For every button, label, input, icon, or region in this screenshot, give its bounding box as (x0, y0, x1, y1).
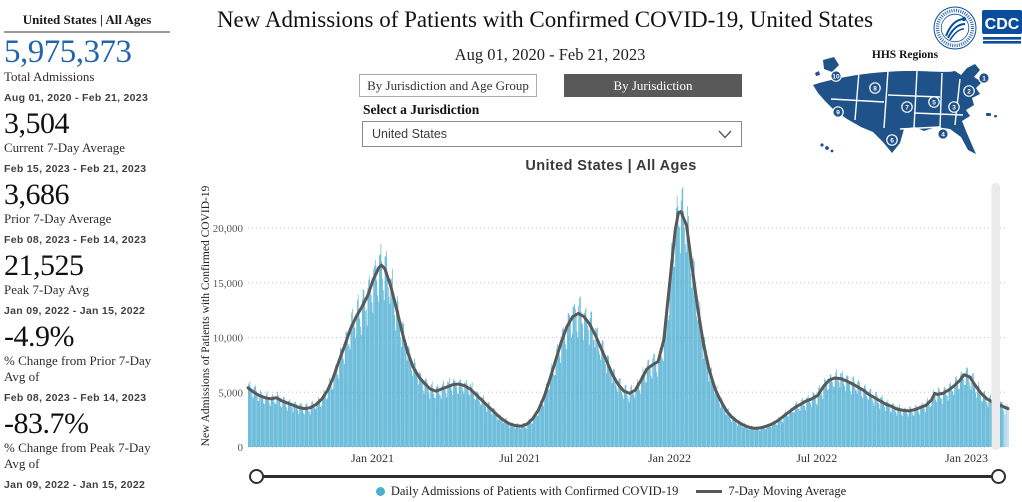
region-2-marker (963, 85, 975, 97)
stat-prior-7day-avg: 3,686 Prior 7-Day Average Feb 08, 2023 -… (4, 178, 170, 247)
moving-average-legend-label: 7-Day Moving Average (728, 484, 847, 498)
svg-text:15,000: 15,000 (213, 278, 244, 290)
region-1-marker (978, 72, 990, 84)
stat-label: Prior 7-Day Average (4, 211, 112, 226)
svg-text:Jan 2023: Jan 2023 (945, 451, 988, 465)
region-5-marker (928, 96, 940, 108)
svg-text:5: 5 (932, 99, 936, 106)
region-3-marker (948, 101, 960, 113)
region-9-marker (832, 106, 844, 118)
hawaii-shape (820, 143, 834, 153)
svg-text:Jul 2021: Jul 2021 (499, 451, 540, 465)
svg-text:New Admissions of Patients wit: New Admissions of Patients with Confirme… (200, 185, 212, 446)
stat-total-admissions: 5,975,373 Total Admissions Aug 01, 2020 … (4, 36, 170, 105)
alaska-shape (815, 57, 839, 76)
jurisdiction-select-label: Select a Jurisdiction (363, 102, 480, 117)
svg-text:8: 8 (873, 85, 877, 92)
cdc-logo: CDC (982, 10, 1022, 44)
tab-by-jurisdiction-and-age-group[interactable]: By Jurisdiction and Age Group (359, 74, 537, 97)
svg-text:5,000: 5,000 (218, 387, 243, 399)
page-title: New Admissions of Patients with Confirme… (216, 7, 874, 32)
time-range-slider[interactable] (200, 463, 1022, 487)
stat-change-from-peak: -83.7% % Change from Peak 7-Day Avg of J… (4, 407, 170, 492)
region-10-marker (830, 70, 842, 82)
chart-title: United States | All Ages (525, 158, 697, 174)
stat-date-range: Aug 01, 2020 - Feb 21, 2023 (4, 92, 149, 104)
stat-value: 21,525 (4, 249, 84, 282)
stat-value: -83.7% (4, 407, 89, 440)
stat-label: % Change from Peak 7-Day Avg of (4, 440, 151, 471)
page-date-range: Aug 01, 2020 - Feb 21, 2023 (454, 45, 646, 64)
svg-text:9: 9 (836, 109, 840, 116)
sidebar-header: United States | All Ages (22, 12, 152, 27)
svg-text:10,000: 10,000 (213, 333, 244, 345)
hhs-regions-title: HHS Regions (871, 49, 939, 61)
admissions-chart-svg: 0 5,000 10,000 15,000 20,000 Jan 2021 Jul 2021… (200, 183, 1010, 465)
svg-text:3: 3 (952, 104, 956, 111)
summary-sidebar: United States | All Ages 5,975,373 Total… (4, 12, 170, 494)
state-borders (830, 70, 964, 130)
stat-date-range: Feb 15, 2023 - Feb 21, 2023 (4, 163, 147, 175)
slider-handle-start[interactable] (249, 469, 264, 484)
region-7-marker (901, 101, 913, 113)
slider-track[interactable] (257, 475, 998, 478)
stat-value: 3,504 (4, 107, 70, 140)
svg-text:4: 4 (941, 131, 945, 138)
stat-label: Current 7-Day Average (4, 140, 126, 155)
svg-text:6: 6 (890, 137, 894, 144)
hhs-logo (933, 6, 977, 50)
svg-text:2: 2 (967, 88, 971, 95)
stat-date-range: Jan 09, 2022 - Jan 15, 2022 (4, 305, 146, 317)
stat-value: -4.9% (4, 320, 74, 353)
stat-date-range: Feb 08, 2023 - Feb 14, 2023 (4, 392, 147, 404)
region-4-marker (937, 128, 949, 140)
moving-average-legend-swatch (696, 490, 723, 493)
stat-label: Total Admissions (4, 69, 95, 84)
stat-current-7day-avg: 3,504 Current 7-Day Average Feb 15, 2023… (4, 107, 170, 176)
stat-label: % Change from Prior 7-Day Avg of (4, 353, 152, 384)
tab-by-jurisdiction[interactable]: By Jurisdiction (564, 74, 742, 97)
svg-text:20,000: 20,000 (213, 223, 244, 235)
chart-legend: Daily Admissions of Patients with Confir… (200, 484, 1022, 499)
region-6-marker (886, 134, 898, 146)
daily-admissions-legend-swatch (375, 487, 385, 496)
region-8-marker (869, 82, 881, 94)
stat-change-from-prior: -4.9% % Change from Prior 7-Day Avg of F… (4, 320, 170, 405)
jurisdiction-dropdown[interactable]: United States (362, 121, 742, 147)
svg-text:1: 1 (982, 75, 986, 82)
chevron-down-icon (718, 130, 732, 138)
stat-value: 5,975,373 (4, 34, 132, 70)
region-markers: 1 2 3 4 5 6 7 8 9 10 (830, 70, 990, 146)
svg-text:10: 10 (832, 73, 840, 80)
islands-shape (986, 113, 997, 118)
svg-text:Jan 2021: Jan 2021 (351, 451, 394, 465)
svg-text:Jul 2022: Jul 2022 (796, 451, 837, 465)
daily-admissions-legend-label: Daily Admissions of Patients with Confir… (390, 484, 679, 498)
cdc-logo-text: CDC (985, 16, 1020, 33)
admissions-chart: 0 5,000 10,000 15,000 20,000 Jan 2021 Jul 2021… (200, 175, 1022, 465)
svg-text:7: 7 (905, 104, 909, 111)
svg-text:Jan 2022: Jan 2022 (648, 451, 691, 465)
stat-peak-7day-avg: 21,525 Peak 7-Day Avg Jan 09, 2022 - Jan… (4, 249, 170, 318)
stat-label: Peak 7-Day Avg (4, 282, 89, 297)
stat-value: 3,686 (4, 178, 70, 211)
us-map-shape (813, 64, 982, 154)
stat-date-range: Jan 09, 2022 - Jan 15, 2022 (4, 479, 146, 491)
slider-handle-end[interactable] (991, 469, 1006, 484)
stat-date-range: Feb 08, 2023 - Feb 14, 2023 (4, 234, 147, 246)
jurisdiction-dropdown-value: United States (372, 127, 448, 141)
hhs-regions-map[interactable]: 1 2 3 4 5 6 7 8 9 10 (803, 57, 1017, 160)
sidebar-divider (4, 31, 170, 33)
svg-text:0: 0 (238, 442, 244, 454)
